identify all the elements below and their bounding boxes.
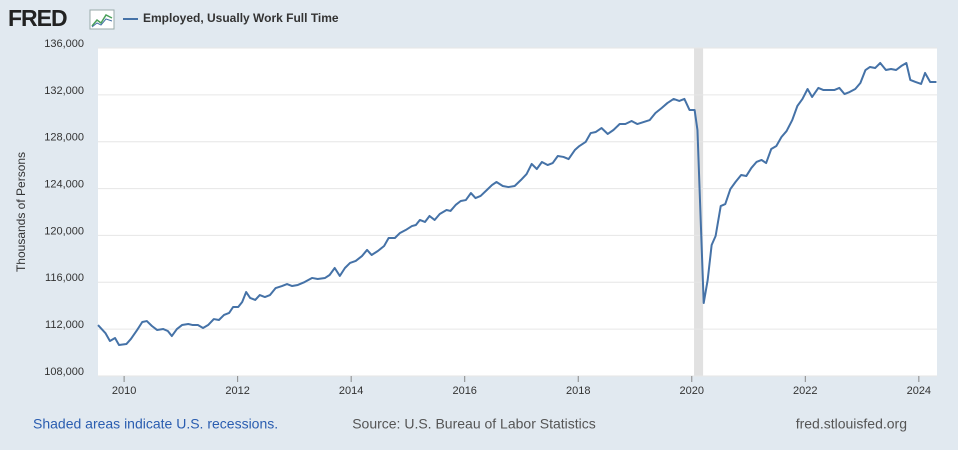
- x-tick-label: 2018: [566, 385, 590, 397]
- x-tick-label: 2020: [680, 385, 704, 397]
- y-tick-label: 128,000: [44, 132, 84, 144]
- recession-note[interactable]: Shaded areas indicate U.S. recessions.: [33, 416, 278, 432]
- recession-band: [694, 48, 704, 376]
- source: Source: U.S. Bureau of Labor Statistics: [352, 416, 596, 432]
- logo: FRED: [8, 5, 67, 31]
- y-tick-label: 136,000: [44, 38, 84, 50]
- x-tick-label: 2012: [225, 385, 249, 397]
- x-tick-label: 2010: [112, 385, 136, 397]
- y-tick-label: 116,000: [45, 272, 84, 284]
- y-axis-label: Thousands of Persons: [14, 152, 28, 272]
- site-link[interactable]: fred.stlouisfed.org: [796, 416, 907, 432]
- y-tick-label: 120,000: [44, 225, 84, 237]
- legend-label: Employed, Usually Work Full Time: [143, 11, 339, 25]
- y-tick-label: 112,000: [45, 319, 84, 331]
- x-tick-label: 2014: [339, 385, 363, 397]
- x-tick-label: 2022: [793, 385, 817, 397]
- series-line: [97, 61, 937, 346]
- x-tick-label: 2024: [907, 385, 931, 397]
- logo-icon: [89, 9, 115, 30]
- x-tick-label: 2016: [452, 385, 476, 397]
- y-tick-label: 132,000: [44, 85, 84, 97]
- plot-area: [98, 48, 937, 376]
- y-tick-label: 124,000: [44, 178, 84, 190]
- y-tick-label: 108,000: [44, 366, 84, 378]
